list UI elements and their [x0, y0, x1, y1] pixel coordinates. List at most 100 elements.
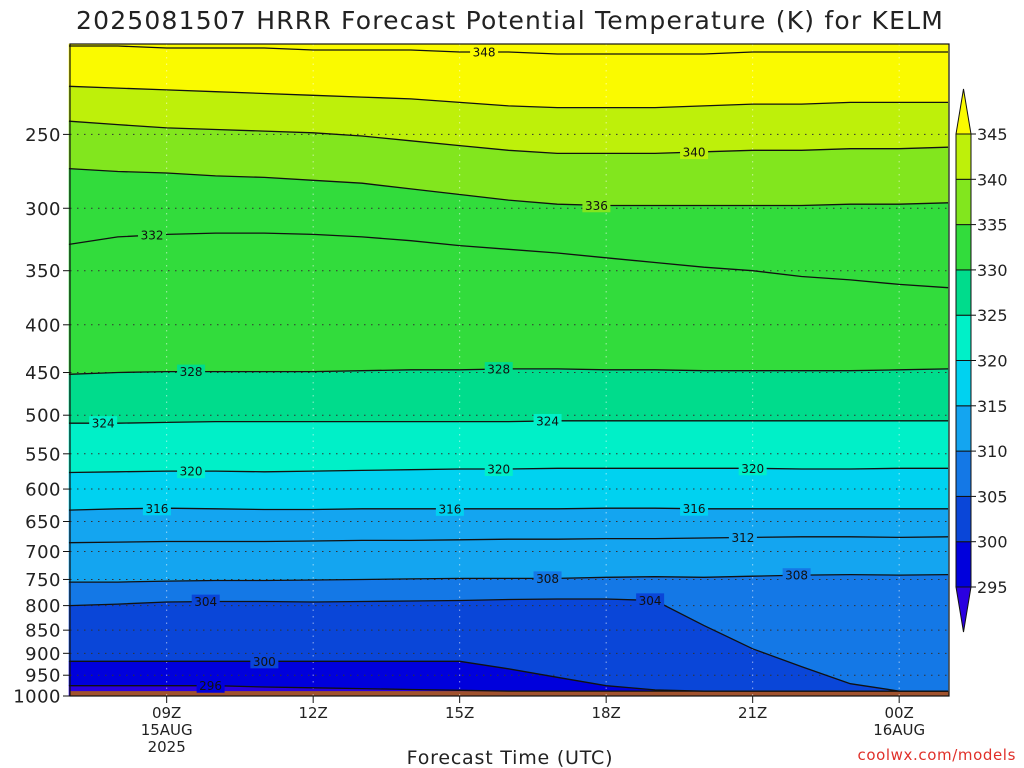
colorbar-box-330	[955, 224, 972, 271]
contour-label: 328	[180, 365, 203, 379]
y-tick-label: 850	[25, 621, 61, 642]
colorbar-tick-label: 315	[977, 397, 1008, 416]
y-tick-label: 600	[25, 480, 61, 501]
colorbar-box-315	[955, 360, 972, 407]
contour-label-bg	[89, 416, 118, 431]
x-tick-label: 00Z	[884, 704, 913, 722]
contour-348	[69, 45, 948, 55]
contour-label: 304	[639, 594, 662, 608]
contour-316	[68, 507, 948, 511]
contour-label: 332	[141, 229, 164, 243]
x-tick-label: 12Z	[298, 704, 327, 722]
contour-label: 308	[785, 569, 808, 583]
contour-label-layer: 348 340 336 332 328 328 324 324 320 320 320 316 316 3…	[89, 45, 811, 693]
contour-label-bg	[177, 364, 206, 379]
colorbar-tick-label: 305	[977, 487, 1008, 506]
x-tick-label: 15AUG	[141, 721, 193, 739]
contour-label: 300	[253, 655, 276, 669]
contour-label: 348	[473, 46, 496, 60]
y-tick-label: 700	[25, 542, 61, 563]
x-tick-label: 21Z	[738, 704, 767, 722]
contour-label-bg	[250, 654, 279, 669]
contour-label: 324	[92, 417, 115, 431]
colorbar-tick-label: 335	[977, 216, 1008, 235]
y-tick-label: 500	[25, 406, 61, 427]
colorbar-tick-label: 295	[977, 578, 1008, 597]
x-tick-label: 09Z	[152, 704, 181, 722]
contour-label: 312	[731, 531, 754, 545]
contour-label-bg	[470, 45, 499, 60]
colorbar-tick-label: 300	[977, 533, 1008, 552]
y-tick-label: 300	[25, 199, 61, 220]
colorbar-tick-label: 340	[977, 170, 1008, 189]
contour-344	[68, 85, 948, 109]
contour-label: 316	[145, 502, 168, 516]
colorbar: 295 300 305 310 315 320 325 330 335 340 345	[955, 88, 1008, 633]
colorbar-box-325	[955, 269, 972, 316]
contour-label-bg	[636, 593, 665, 608]
contour-label: 320	[180, 465, 203, 479]
contour-label: 308	[536, 572, 559, 586]
plot-frame	[69, 43, 950, 697]
y-tick-label: 650	[25, 512, 61, 533]
contour-label-bg	[191, 594, 220, 609]
y-tick-label: 250	[25, 125, 61, 146]
colorbar-box-295	[955, 541, 972, 588]
colorbar-low-arrow	[955, 586, 972, 633]
contour-label: 316	[683, 502, 706, 516]
contour-312	[68, 536, 949, 544]
x-tick-label: 16AUG	[873, 721, 925, 739]
surface-ground	[70, 691, 949, 696]
contour-label-bg	[533, 413, 562, 428]
x-tick-label: 2025	[148, 738, 186, 756]
contour-324	[69, 420, 948, 424]
contour-label-bg	[177, 464, 206, 479]
colorbar-box-335	[955, 178, 972, 226]
colorbar-tick-label: 330	[977, 261, 1008, 280]
colorbar-box-320	[955, 314, 972, 362]
y-tick-label: 400	[25, 315, 61, 336]
contour-label: 304	[194, 595, 217, 609]
colorbar-box-340	[955, 133, 972, 180]
fill-layer	[68, 43, 949, 697]
contour-label-bg	[680, 501, 709, 516]
contour-332	[68, 232, 949, 289]
contour-label-bg	[484, 362, 513, 377]
y-tick-label: 550	[25, 444, 61, 465]
colorbar-high-arrow	[955, 88, 972, 135]
contour-label-bg	[680, 145, 709, 160]
y-tick-label: 450	[25, 363, 61, 384]
y-tick-label: 350	[25, 261, 61, 282]
colorbar-tick-label: 310	[977, 442, 1008, 461]
y-tick-label: 900	[25, 644, 61, 665]
contour-label: 324	[536, 414, 559, 428]
y-axis: 2503003504004505005506006507007508008509…	[13, 125, 70, 708]
x-axis-label: Forecast Time (UTC)	[407, 747, 614, 768]
contour-label-bg	[728, 530, 757, 545]
y-tick-label: 750	[25, 570, 61, 591]
contour-label-bg	[138, 228, 167, 243]
credit-text: coolwx.com/models	[858, 746, 1017, 764]
colorbar-tick-label: 345	[977, 125, 1008, 144]
plot-border	[69, 43, 950, 697]
contour-label: 296	[199, 679, 222, 693]
contour-label: 340	[683, 146, 706, 160]
y-tick-label: 1000	[13, 687, 61, 708]
contour-label-bg	[782, 568, 811, 583]
contour-label: 320	[487, 462, 510, 476]
contour-label-bg	[435, 501, 464, 516]
contour-label: 336	[585, 199, 608, 213]
colorbar-tick-label: 325	[977, 306, 1008, 325]
y-tick-label: 950	[25, 666, 61, 687]
contour-340	[68, 120, 949, 155]
contour-label-bg	[738, 461, 767, 476]
x-tick-label: 15Z	[445, 704, 474, 722]
colorbar-box-305	[955, 450, 972, 497]
x-tick-label: 18Z	[591, 704, 620, 722]
colorbar-box-300	[955, 495, 972, 543]
contour-300	[69, 660, 948, 692]
contour-label-bg	[196, 678, 225, 693]
chart-title: 2025081507 HRRR Forecast Potential Tempe…	[76, 6, 944, 35]
